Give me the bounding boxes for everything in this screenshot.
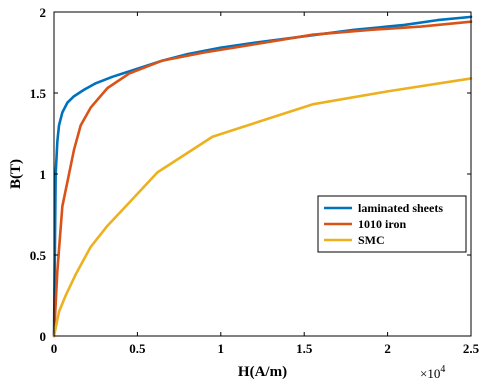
series-line-3: [52, 77, 473, 338]
x-tick-label: 2.5: [463, 341, 480, 356]
x-tick-label: 2: [384, 341, 391, 356]
plot-area-frame: [53, 11, 472, 337]
x-tick-label: 0: [51, 341, 58, 356]
x-axis-multiplier: ×104: [420, 364, 445, 381]
x-axis-multiplier-exponent: 4: [440, 364, 445, 375]
x-tick-label: 1.5: [296, 341, 313, 356]
x-tick-label: 0.5: [129, 341, 146, 356]
y-tick-label: 1: [40, 167, 47, 182]
plot-lines: [52, 15, 473, 338]
y-tick-label: 2: [40, 5, 47, 20]
series-line-1: [52, 15, 473, 338]
y-tick-label: 1.5: [30, 86, 47, 101]
y-axis-label: B(T): [8, 159, 24, 189]
x-axis-label: H(A/m): [238, 364, 287, 380]
legend-label-1: laminated sheets: [358, 201, 443, 215]
y-tick-label: 0: [40, 329, 47, 344]
legend-label-2: 1010 iron: [358, 217, 406, 231]
x-axis-multiplier-base: ×10: [420, 366, 440, 381]
x-axis-ticks: 0 0.5 1 1.5 2 2.5: [51, 12, 480, 356]
legend: laminated sheets 1010 iron SMC: [317, 195, 467, 253]
y-axis-ticks: 0 0.5 1 1.5 2: [30, 5, 471, 344]
x-tick-label: 1: [218, 341, 225, 356]
series-line-2: [52, 20, 473, 338]
y-tick-label: 0.5: [30, 248, 47, 263]
legend-label-3: SMC: [358, 233, 385, 247]
